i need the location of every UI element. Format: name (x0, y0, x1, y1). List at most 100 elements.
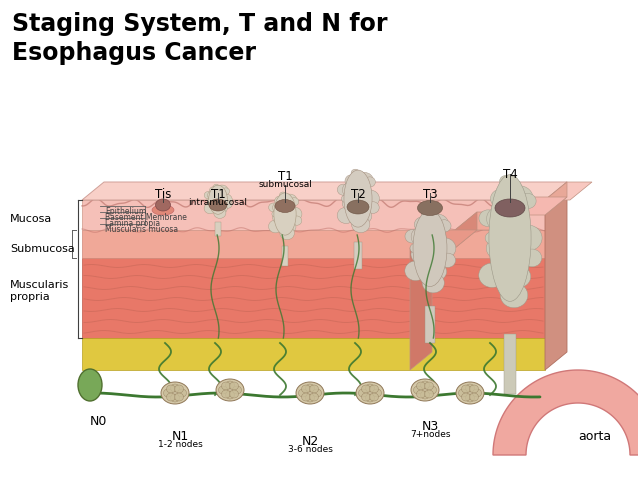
Ellipse shape (424, 390, 433, 398)
Text: aorta: aorta (579, 430, 612, 443)
Ellipse shape (280, 227, 294, 240)
Bar (82, 258, 545, 338)
Ellipse shape (366, 202, 379, 214)
Ellipse shape (422, 209, 432, 218)
Text: T1: T1 (278, 170, 292, 183)
Polygon shape (500, 197, 522, 230)
Ellipse shape (219, 194, 232, 205)
Polygon shape (545, 182, 567, 370)
Ellipse shape (344, 170, 372, 227)
Ellipse shape (413, 210, 447, 286)
Text: T3: T3 (423, 188, 437, 201)
Ellipse shape (411, 226, 434, 247)
Ellipse shape (433, 237, 445, 247)
Text: intramucosal: intramucosal (188, 198, 248, 207)
Text: Muscularis mucosa: Muscularis mucosa (105, 225, 178, 234)
Ellipse shape (218, 386, 228, 394)
Ellipse shape (272, 201, 288, 215)
Ellipse shape (362, 385, 371, 393)
Ellipse shape (487, 206, 515, 232)
Ellipse shape (156, 199, 170, 211)
Ellipse shape (440, 253, 456, 267)
Text: submucosal: submucosal (258, 180, 312, 189)
Ellipse shape (283, 194, 297, 207)
Ellipse shape (523, 249, 542, 267)
Ellipse shape (299, 389, 308, 397)
Bar (281, 246, 288, 266)
Ellipse shape (414, 217, 431, 232)
Ellipse shape (309, 393, 318, 401)
Ellipse shape (279, 192, 286, 198)
Ellipse shape (456, 382, 484, 404)
Ellipse shape (417, 390, 426, 398)
Ellipse shape (272, 211, 279, 217)
Ellipse shape (214, 207, 226, 218)
Ellipse shape (413, 386, 422, 394)
Ellipse shape (426, 214, 449, 235)
Ellipse shape (163, 389, 172, 397)
Text: Basement Membrane: Basement Membrane (105, 213, 187, 222)
Ellipse shape (207, 197, 213, 203)
Ellipse shape (500, 175, 512, 187)
Ellipse shape (230, 390, 239, 398)
Ellipse shape (209, 185, 227, 214)
Ellipse shape (221, 382, 230, 390)
Ellipse shape (306, 394, 315, 402)
Ellipse shape (369, 385, 378, 393)
Bar (503, 334, 517, 394)
Ellipse shape (459, 389, 468, 397)
Ellipse shape (362, 393, 371, 401)
Ellipse shape (461, 393, 470, 401)
Ellipse shape (427, 263, 447, 280)
Ellipse shape (355, 172, 373, 189)
Polygon shape (410, 230, 477, 248)
Text: Mucosa: Mucosa (10, 214, 52, 224)
Ellipse shape (466, 384, 475, 392)
Ellipse shape (269, 220, 283, 233)
Ellipse shape (470, 385, 478, 393)
Ellipse shape (309, 385, 318, 393)
Ellipse shape (494, 270, 508, 284)
Ellipse shape (175, 385, 184, 393)
Ellipse shape (343, 182, 361, 199)
Ellipse shape (275, 196, 286, 206)
Ellipse shape (366, 394, 375, 402)
Ellipse shape (341, 194, 350, 203)
Ellipse shape (280, 199, 292, 210)
Ellipse shape (352, 179, 367, 192)
Ellipse shape (222, 188, 230, 194)
Text: 3-6 nodes: 3-6 nodes (288, 445, 332, 454)
Ellipse shape (214, 189, 224, 197)
Ellipse shape (204, 203, 216, 214)
Ellipse shape (207, 190, 220, 201)
Ellipse shape (272, 212, 286, 223)
Bar (353, 242, 362, 269)
Ellipse shape (422, 261, 434, 272)
Ellipse shape (287, 207, 295, 214)
Ellipse shape (170, 384, 179, 392)
Ellipse shape (366, 384, 375, 392)
Ellipse shape (214, 204, 221, 210)
Ellipse shape (219, 202, 225, 207)
Text: N2: N2 (301, 435, 318, 448)
Ellipse shape (230, 382, 239, 390)
Ellipse shape (411, 245, 431, 263)
Ellipse shape (364, 177, 375, 187)
Ellipse shape (500, 283, 528, 308)
Ellipse shape (433, 238, 456, 259)
Ellipse shape (302, 385, 311, 393)
Ellipse shape (338, 184, 350, 195)
Ellipse shape (507, 266, 531, 287)
Ellipse shape (422, 273, 444, 293)
Ellipse shape (269, 203, 278, 212)
Ellipse shape (356, 382, 384, 404)
Polygon shape (455, 212, 522, 230)
Ellipse shape (501, 198, 523, 219)
Ellipse shape (519, 194, 536, 209)
Ellipse shape (466, 394, 475, 402)
Ellipse shape (485, 232, 498, 244)
Text: T1: T1 (211, 188, 225, 201)
Bar (215, 222, 221, 236)
Ellipse shape (78, 369, 102, 401)
Ellipse shape (275, 199, 295, 213)
